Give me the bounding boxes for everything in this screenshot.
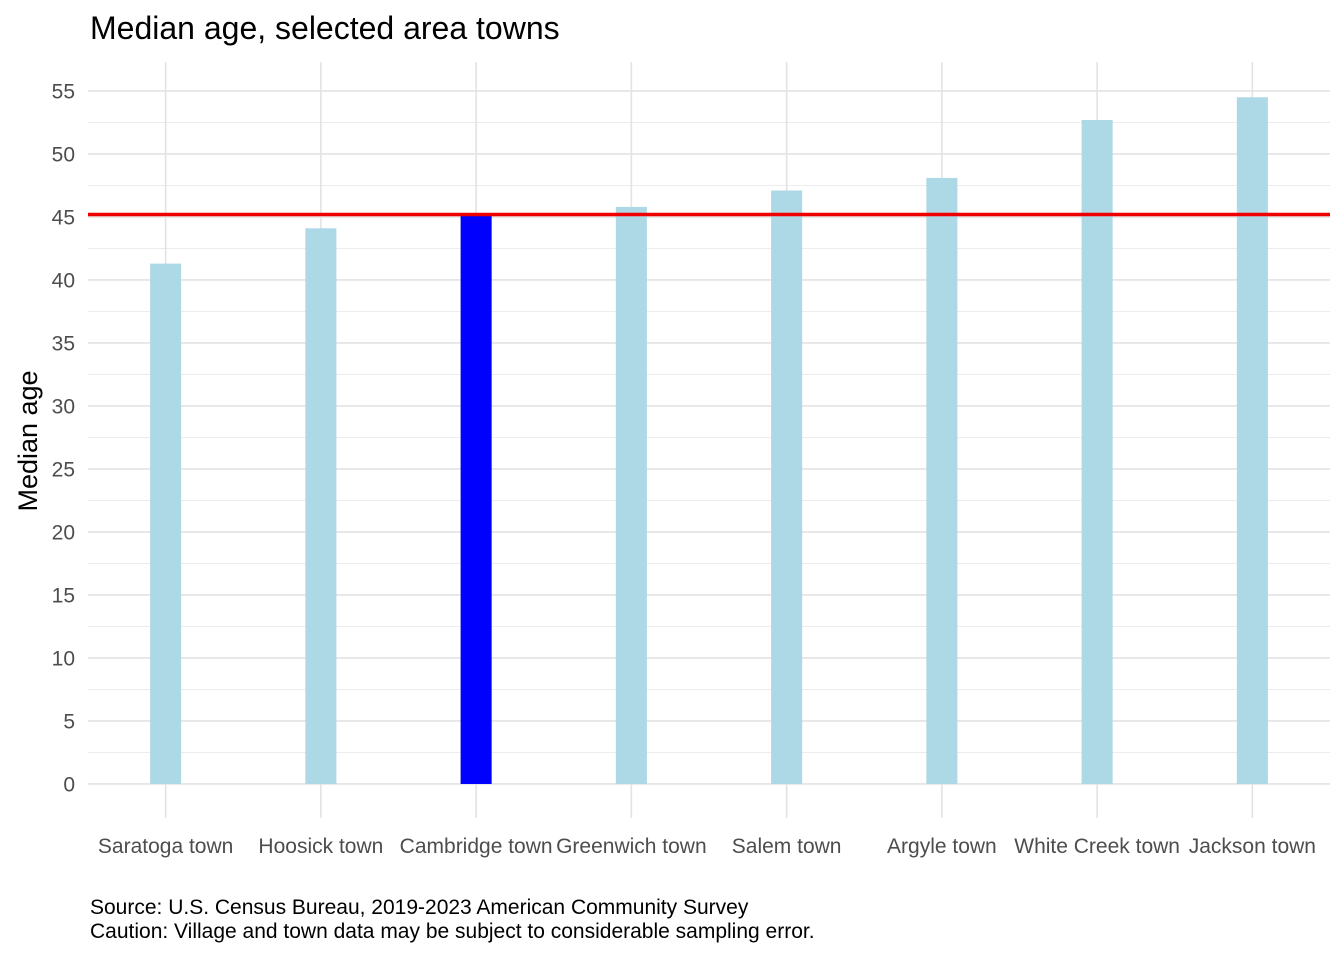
y-tick-label: 25 xyxy=(52,458,75,481)
x-tick-label: Argyle town xyxy=(887,835,997,858)
x-tick-label: Saratoga town xyxy=(98,835,233,858)
x-axis-ticks: Saratoga town Hoosick town Cambridge town G… xyxy=(98,835,1316,858)
bar-white-creek-town xyxy=(1081,119,1113,784)
caution-caption: Caution: Village and town data may be su… xyxy=(90,920,815,943)
bar-greenwich-town xyxy=(615,206,647,784)
y-tick-label: 35 xyxy=(52,332,75,355)
bars xyxy=(150,97,1268,784)
y-tick-label: 15 xyxy=(52,584,75,607)
bar-cambridge-town xyxy=(460,214,492,784)
bar-hoosick-town xyxy=(305,228,337,784)
y-axis-ticks: 0 5 10 15 20 25 30 35 40 45 50 55 xyxy=(52,80,75,796)
y-tick-label: 30 xyxy=(52,395,75,418)
x-tick-label: White Creek town xyxy=(1014,835,1180,858)
bar-saratoga-town xyxy=(150,263,182,784)
x-tick-label: Greenwich town xyxy=(556,835,707,858)
y-tick-label: 45 xyxy=(52,206,75,229)
y-tick-label: 0 xyxy=(63,773,75,796)
x-tick-label: Cambridge town xyxy=(400,835,553,858)
bar-salem-town xyxy=(771,190,803,784)
x-tick-label: Hoosick town xyxy=(258,835,383,858)
y-tick-label: 40 xyxy=(52,269,75,292)
y-tick-label: 20 xyxy=(52,521,75,544)
y-tick-label: 50 xyxy=(52,143,75,166)
y-tick-label: 55 xyxy=(52,80,75,103)
source-caption: Source: U.S. Census Bureau, 2019-2023 Am… xyxy=(90,896,749,919)
chart-title: Median age, selected area towns xyxy=(90,10,560,46)
y-tick-label: 10 xyxy=(52,647,75,670)
x-tick-label: Jackson town xyxy=(1189,835,1316,858)
grid-lines xyxy=(88,62,1330,818)
bar-jackson-town xyxy=(1236,97,1268,784)
y-axis-label: Median age xyxy=(13,370,43,511)
bar-argyle-town xyxy=(926,177,958,784)
y-tick-label: 5 xyxy=(63,710,75,733)
x-tick-label: Salem town xyxy=(732,835,842,858)
